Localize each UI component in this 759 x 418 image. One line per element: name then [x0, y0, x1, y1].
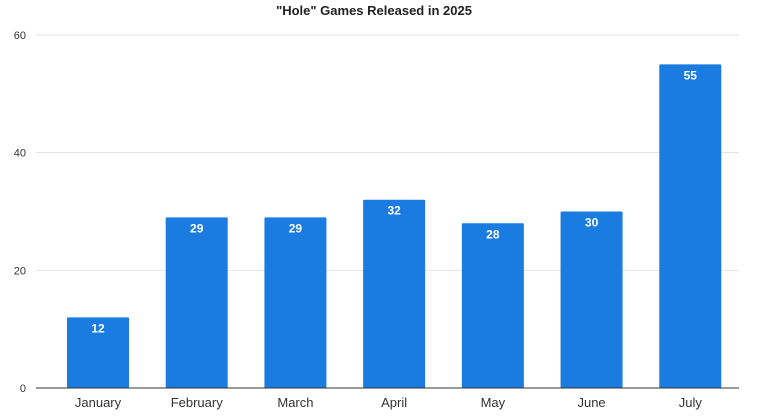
y-axis-ticks: 0 20 40 60 — [14, 30, 26, 395]
bar-march — [264, 217, 327, 388]
data-label-march: 29 — [289, 221, 303, 235]
x-axis-ticks: January February March April May June July — [75, 395, 702, 410]
bars — [67, 64, 722, 389]
x-tick-label-january: January — [75, 395, 122, 410]
data-label-february: 29 — [190, 221, 204, 235]
y-tick-label: 40 — [14, 148, 26, 160]
y-tick-label: 20 — [14, 265, 26, 277]
data-label-may: 28 — [486, 227, 500, 241]
data-label-january: 12 — [91, 321, 105, 335]
bar-may — [461, 223, 524, 388]
y-tick-label: 60 — [14, 30, 26, 42]
bar-january — [67, 317, 129, 388]
data-labels: 12 29 29 32 28 30 55 — [91, 68, 697, 335]
bar-june — [560, 211, 623, 388]
x-tick-label-march: March — [277, 395, 313, 410]
x-tick-label-april: April — [381, 395, 407, 410]
data-label-july: 55 — [684, 68, 698, 82]
x-tick-label-july: July — [679, 395, 703, 410]
data-label-june: 30 — [585, 216, 599, 230]
x-tick-label-june: June — [577, 395, 605, 410]
bar-february — [165, 217, 228, 388]
x-tick-label-february: February — [171, 395, 224, 410]
bar-july — [659, 64, 722, 389]
x-tick-label-may: May — [481, 395, 506, 410]
chart-title: "Hole" Games Released in 2025 — [276, 3, 472, 18]
data-label-april: 32 — [387, 204, 401, 218]
bar-april — [363, 199, 426, 388]
y-tick-label: 0 — [20, 383, 26, 395]
